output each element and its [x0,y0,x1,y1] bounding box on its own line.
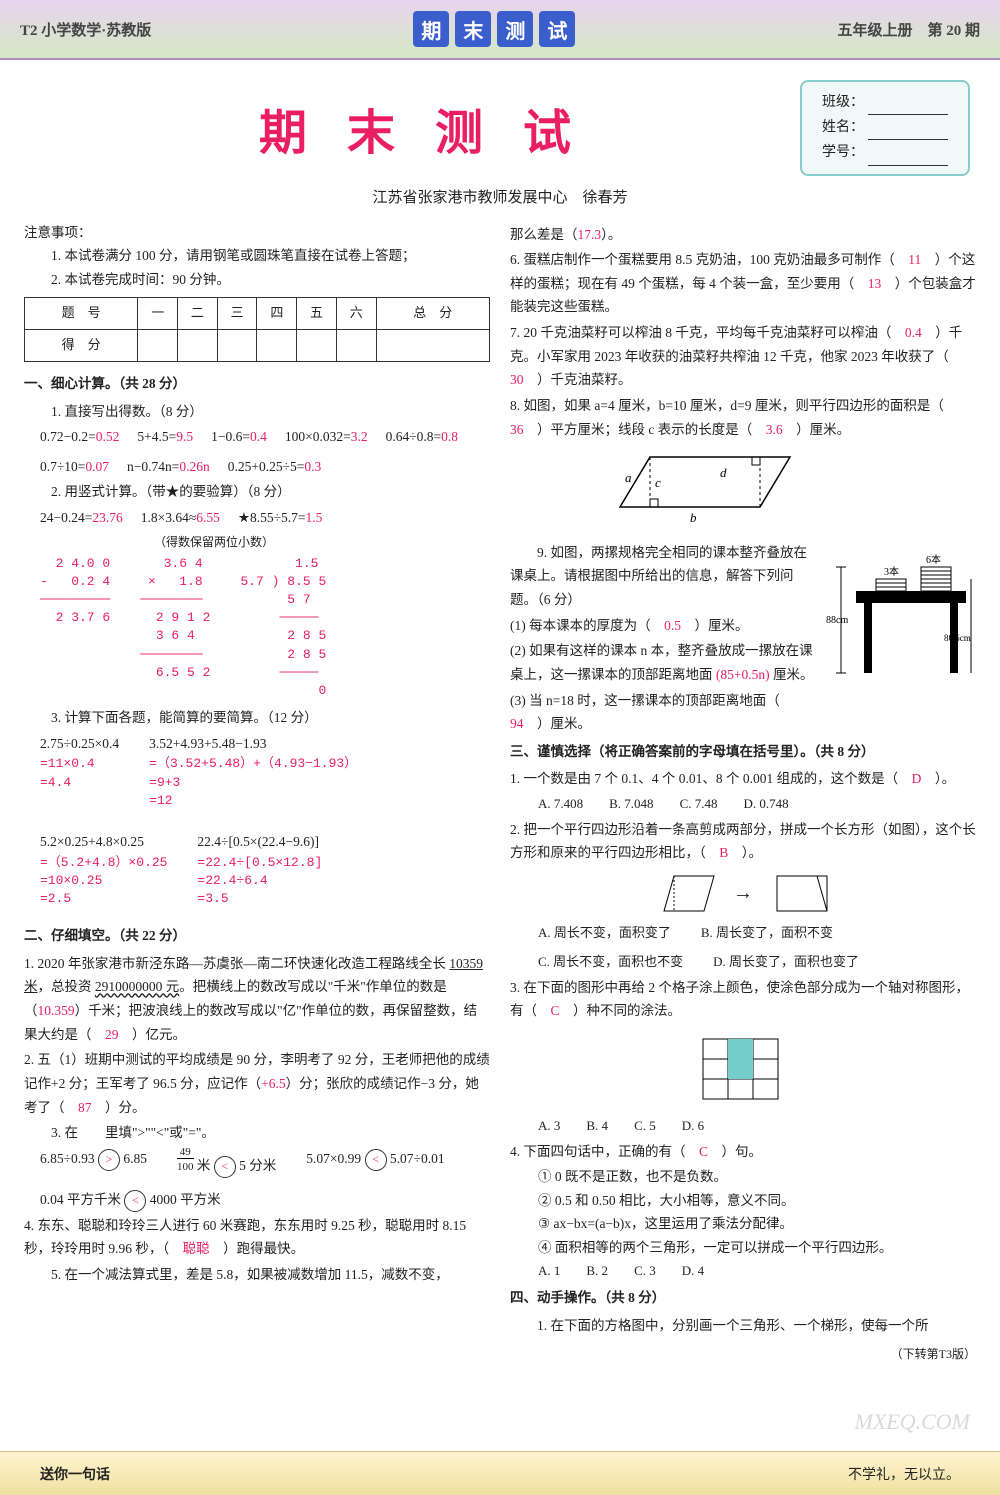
student-info-box: 班级： 姓名： 学号： [800,80,970,176]
footer-right: 不学礼，无以立。 [848,1464,960,1484]
q1-2: 2. 用竖式计算。（带★的要验算）（8 分） [24,480,490,504]
q2-5: 5. 在一个减法算式里，差是 5.8，如果被减数增加 11.5，减数不变， [24,1263,490,1287]
desk-figure: 88cm 86.5cm 3本 6本 [826,541,976,689]
id-blank[interactable] [868,140,948,165]
mid-char: 测 [497,11,533,47]
mid-char: 期 [413,11,449,47]
work-b: 3.6 4 × 1.8 ──────── 2 9 1 2 3 6 4 ─────… [140,555,210,682]
watermark: MXEQ.COM [855,1409,970,1435]
notice-heading: 注意事项： [24,221,490,245]
q2-1: 1. 2020 年张家港市新泾东路—苏虞张—南二环快速化改造工程路线全长 103… [24,952,490,1047]
mid-char: 试 [539,11,575,47]
class-blank[interactable] [868,90,948,115]
svg-text:3本: 3本 [884,565,899,578]
left-column: 注意事项： 1. 本试卷满分 100 分，请用钢笔或圆珠笔直接在试卷上答题； 2… [24,221,490,1365]
banner-right: 五年级上册 第 20 期 [837,19,980,40]
parallelogram-figure: a c d b [590,447,976,535]
score-table: 题 号一 二三 四五 六总 分 得 分 [24,297,490,362]
section-2-heading: 二、仔细填空。（共 22 分） [24,924,490,948]
svg-text:d: d [720,465,727,480]
svg-text:a: a [625,470,632,485]
q1-3: 3. 计算下面各题，能简算的要简算。（12 分） [24,706,490,730]
code: T2 [20,23,38,39]
name-label: 姓名： [822,115,864,140]
work-a: 2 4.0 0 - 0.2 4 ───────── 2 3.7 6 [40,555,110,628]
svg-text:6本: 6本 [926,553,941,566]
banner-mid: 期 末 测 试 [413,11,575,47]
q2-4: 4. 东东、聪聪和玲玲三人进行 60 米赛跑，东东用时 9.25 秒，聪聪用时 … [24,1214,490,1261]
subject: 小学数学·苏教版 [41,23,151,39]
svg-text:b: b [690,510,697,525]
parallelogram-to-rect-figure: → [510,871,976,916]
work-c: 1.5 5.7 ) 8.5 5 5 7 ───── 2 8 5 2 8 5 ──… [240,555,326,701]
q2-3: 3. 在 里填">""<"或"="。 [24,1121,490,1145]
desk-h1: 88cm [826,615,848,626]
subtitle: 江苏省张家港市教师发展中心 徐春芳 [0,186,1000,207]
section-3-heading: 三、谨慎选择（将正确答案前的字母填在括号里）。（共 8 分） [510,740,976,764]
id-label: 学号： [822,140,864,165]
section-4-heading: 四、动手操作。（共 8 分） [510,1286,976,1310]
q1-1: 1. 直接写出得数。（8 分） [24,400,490,424]
notice-1: 1. 本试卷满分 100 分，请用钢笔或圆珠笔直接在试卷上答题； [24,244,490,268]
q2-2: 2. 五（1）班期中测试的平均成绩是 90 分，李明考了 92 分，王老师把他的… [24,1048,490,1119]
section-1-heading: 一、细心计算。（共 28 分） [24,372,490,396]
footer-left: 送你一句话 [40,1464,848,1484]
q2-3-items: 6.85÷0.93 > 6.8549100 米 < 5 分米5.07×0.99 … [40,1147,490,1212]
right-column: 那么差是（17.3）。 6. 蛋糕店制作一个蛋糕要用 8.5 克奶油，100 克… [510,221,976,1365]
s3-1-opts: A. 7.408B. 7.048C. 7.48D. 0.748 [538,793,976,816]
svg-text:c: c [655,475,661,490]
q1-1-items: 0.72−0.2=0.525+4.5=9.51−0.6=0.4100×0.032… [40,425,490,478]
main-title: 期末测试 [70,93,800,163]
score-head-row: 题 号一 二三 四五 六总 分 [25,298,490,330]
grid-figure [510,1029,976,1109]
name-blank[interactable] [868,115,948,140]
top-banner: T2 小学数学·苏教版 期 末 测 试 五年级上册 第 20 期 [0,0,1000,60]
score-value-row: 得 分 [25,330,490,362]
banner-left: T2 小学数学·苏教版 [20,19,151,40]
mid-char: 末 [455,11,491,47]
title-row: 期末测试 班级： 姓名： 学号： [0,60,1000,186]
turn-page: （下转第T3版） [510,1344,976,1365]
desk-h2: 86.5cm [944,633,971,643]
footer: 送你一句话 不学礼，无以立。 [0,1451,1000,1495]
notice-2: 2. 本试卷完成时间：90 分钟。 [24,268,490,292]
class-label: 班级： [822,90,864,115]
content-columns: 注意事项： 1. 本试卷满分 100 分，请用钢笔或圆珠笔直接在试卷上答题； 2… [0,221,1000,1365]
